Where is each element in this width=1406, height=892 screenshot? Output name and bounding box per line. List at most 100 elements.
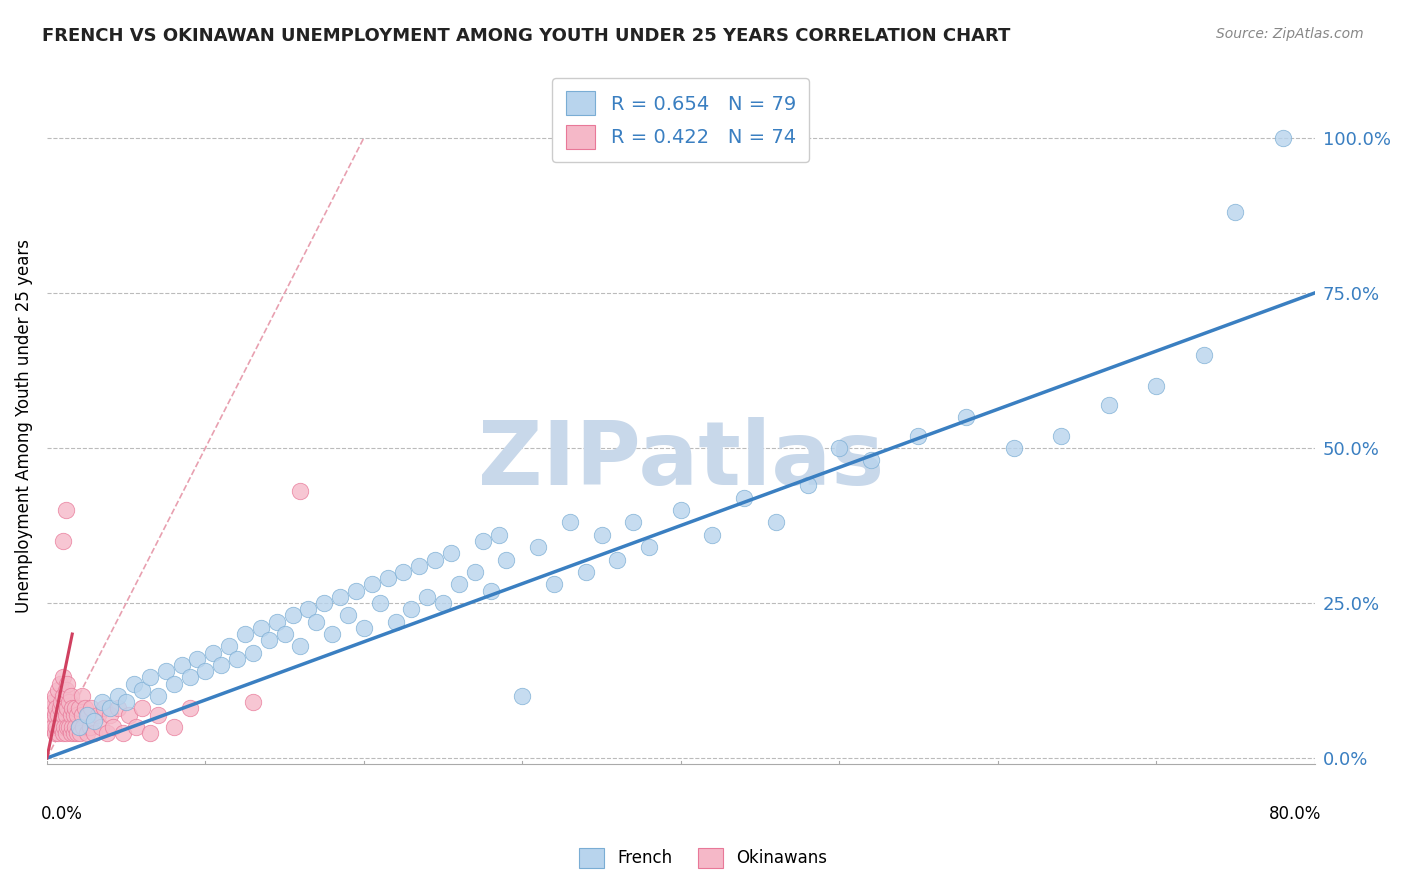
Point	[281, 608, 304, 623]
Point	[70, 707, 93, 722]
Point	[93, 701, 115, 715]
Point	[575, 565, 598, 579]
Point	[955, 409, 977, 424]
Point	[46, 726, 69, 740]
Point	[55, 707, 77, 722]
Point	[139, 670, 162, 684]
Point	[266, 615, 288, 629]
Point	[209, 658, 232, 673]
Point	[118, 707, 141, 722]
Point	[146, 707, 169, 722]
Point	[702, 528, 724, 542]
Y-axis label: Unemployment Among Youth under 25 years: Unemployment Among Youth under 25 years	[15, 239, 32, 614]
Point	[314, 596, 336, 610]
Point	[45, 701, 67, 715]
Text: Source: ZipAtlas.com: Source: ZipAtlas.com	[1216, 27, 1364, 41]
Point	[543, 577, 565, 591]
Point	[1098, 398, 1121, 412]
Text: 80.0%: 80.0%	[1268, 805, 1322, 822]
Point	[52, 726, 75, 740]
Point	[290, 484, 312, 499]
Point	[163, 676, 186, 690]
Point	[53, 720, 76, 734]
Point	[56, 720, 79, 734]
Point	[48, 701, 70, 715]
Point	[76, 707, 98, 722]
Point	[52, 707, 75, 722]
Point	[305, 615, 328, 629]
Point	[122, 676, 145, 690]
Point	[52, 670, 75, 684]
Point	[52, 534, 75, 549]
Point	[44, 726, 66, 740]
Point	[527, 540, 550, 554]
Point	[257, 633, 280, 648]
Point	[432, 596, 454, 610]
Point	[1225, 205, 1247, 219]
Point	[290, 640, 312, 654]
Point	[69, 726, 91, 740]
Point	[103, 720, 125, 734]
Point	[179, 670, 201, 684]
Point	[79, 720, 101, 734]
Point	[186, 652, 208, 666]
Point	[170, 658, 193, 673]
Point	[907, 428, 929, 442]
Point	[56, 676, 79, 690]
Point	[48, 676, 70, 690]
Point	[91, 695, 114, 709]
Point	[139, 726, 162, 740]
Point	[447, 577, 470, 591]
Point	[41, 714, 63, 728]
Point	[66, 707, 89, 722]
Point	[42, 695, 65, 709]
Point	[471, 534, 494, 549]
Text: ZIPatlas: ZIPatlas	[478, 417, 884, 504]
Text: FRENCH VS OKINAWAN UNEMPLOYMENT AMONG YOUTH UNDER 25 YEARS CORRELATION CHART: FRENCH VS OKINAWAN UNEMPLOYMENT AMONG YO…	[42, 27, 1011, 45]
Point	[52, 689, 75, 703]
Point	[202, 646, 225, 660]
Point	[63, 707, 86, 722]
Point	[65, 701, 87, 715]
Point	[90, 720, 112, 734]
Point	[59, 689, 82, 703]
Point	[337, 608, 360, 623]
Point	[107, 689, 129, 703]
Point	[107, 701, 129, 715]
Point	[1144, 379, 1167, 393]
Point	[98, 701, 121, 715]
Point	[828, 441, 851, 455]
Point	[65, 720, 87, 734]
Point	[416, 590, 439, 604]
Point	[49, 720, 72, 734]
Point	[70, 689, 93, 703]
Point	[392, 565, 415, 579]
Point	[131, 701, 153, 715]
Point	[72, 720, 94, 734]
Point	[46, 682, 69, 697]
Point	[58, 695, 80, 709]
Point	[423, 552, 446, 566]
Point	[321, 627, 343, 641]
Point	[242, 646, 264, 660]
Point	[63, 726, 86, 740]
Point	[297, 602, 319, 616]
Legend: R = 0.654   N = 79, R = 0.422   N = 74: R = 0.654 N = 79, R = 0.422 N = 74	[553, 78, 810, 162]
Point	[45, 720, 67, 734]
Point	[115, 695, 138, 709]
Point	[73, 701, 96, 715]
Point	[59, 707, 82, 722]
Point	[353, 621, 375, 635]
Point	[510, 689, 533, 703]
Point	[408, 558, 430, 573]
Point	[44, 707, 66, 722]
Point	[1002, 441, 1025, 455]
Point	[558, 516, 581, 530]
Point	[83, 726, 105, 740]
Point	[41, 701, 63, 715]
Point	[440, 546, 463, 560]
Point	[98, 707, 121, 722]
Point	[163, 720, 186, 734]
Point	[250, 621, 273, 635]
Point	[55, 682, 77, 697]
